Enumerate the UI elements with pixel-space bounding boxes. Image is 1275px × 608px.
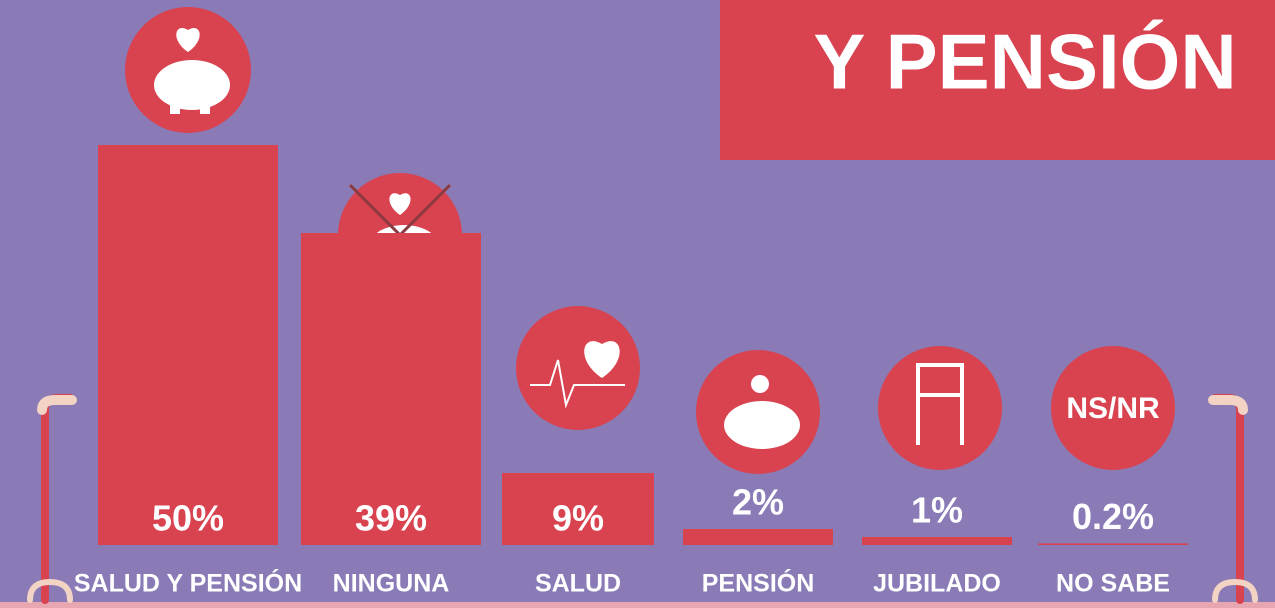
bar [862, 537, 1012, 545]
floor-line [0, 602, 1275, 608]
value-label: 39% [355, 498, 427, 539]
value-label: 1% [911, 490, 963, 531]
value-label: 50% [152, 498, 224, 539]
bar [301, 233, 481, 545]
x-tick-label: NINGUNA [333, 570, 450, 598]
x-tick-label: SALUD [535, 570, 621, 598]
cane-left [27, 394, 77, 604]
x-tick-label: JUBILADO [873, 570, 1001, 598]
icon-walker [878, 346, 1002, 470]
bar [683, 529, 833, 545]
value-label: 2% [732, 482, 784, 523]
bar [98, 145, 278, 545]
x-tick-label: SALUD Y PENSIÓN [74, 568, 302, 598]
title-box [720, 0, 1275, 160]
icon-piggy-coin [696, 350, 820, 474]
chart-title: Y PENSIÓN [813, 18, 1236, 106]
value-label: 0.2% [1072, 496, 1154, 537]
cane-right [1208, 394, 1258, 604]
value-label: 9% [552, 498, 604, 539]
icon-nsnr: NS/NR [1051, 346, 1175, 470]
x-tick-label: NO SABE [1056, 570, 1170, 598]
annotation: NS/NR [1066, 392, 1160, 425]
icon-piggy-heart [125, 7, 251, 133]
x-tick-label: PENSIÓN [702, 568, 815, 598]
icon-heartbeat [516, 306, 640, 430]
bar [1038, 543, 1188, 545]
bar [502, 473, 654, 545]
